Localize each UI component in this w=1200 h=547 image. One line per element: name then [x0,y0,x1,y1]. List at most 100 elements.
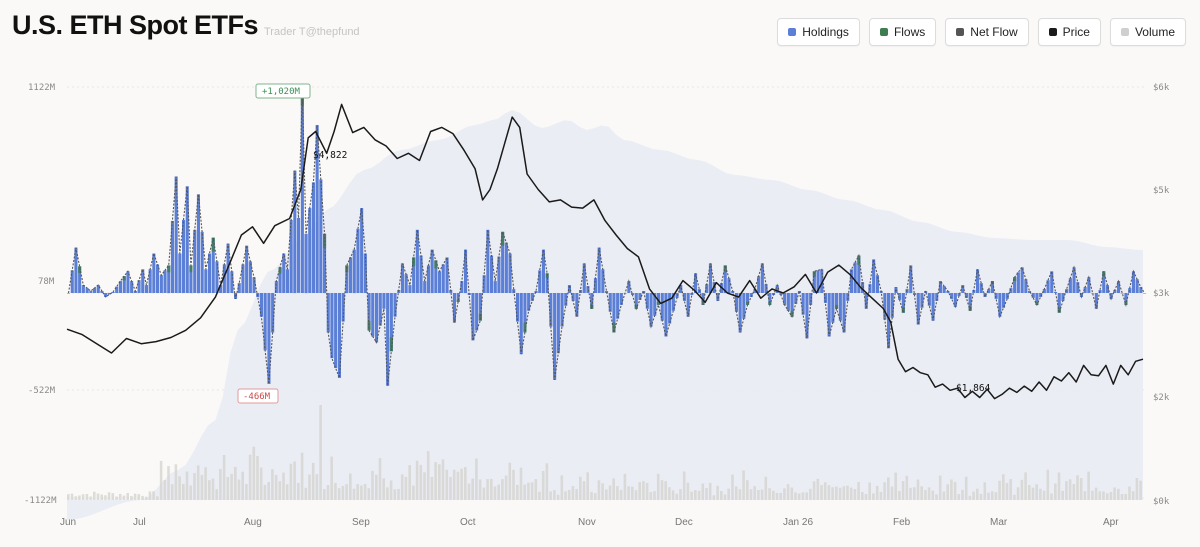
flow-bar [541,249,545,294]
y-right-tick-label: $3k [1153,289,1170,299]
flow-bar [801,293,805,315]
volume-bar [953,481,957,500]
flow-bar [864,293,868,309]
volume-bar [196,465,200,500]
legend-label: Net Flow [970,25,1018,39]
legend-label: Flows [893,25,926,39]
volume-bar [144,496,148,500]
flow-bar [616,293,620,319]
flow-bar [1105,285,1109,293]
volume-bar [849,487,853,500]
volume-bar [1035,484,1038,500]
volume-bar [289,463,293,500]
flow-bar [753,289,757,294]
flow-bar [486,229,490,293]
volume-bar [835,486,838,500]
volume-bar [311,462,315,500]
volume-bar [590,491,593,500]
volume-bar [378,458,382,500]
flow-bar [809,293,813,305]
volume-bar [133,493,137,500]
flow-bar [323,233,327,294]
flow-bar [352,249,356,294]
flow-segment [612,322,616,333]
legend-holdings-button[interactable]: Holdings [777,18,860,46]
volume-bar [942,491,946,500]
flow-bar [1135,279,1139,293]
volume-bar [790,487,794,500]
flow-bar [1016,272,1020,293]
volume-bar [720,491,723,500]
flow-bar [241,264,245,293]
volume-bar [753,486,756,500]
price-path [66,103,1144,400]
flow-bar [137,280,141,293]
volume-bar [1083,491,1087,500]
volume-bar [1039,488,1042,500]
flow-bar [438,271,442,293]
flow-segment [901,307,905,313]
flow-bar [567,285,571,293]
volume-bar [274,474,278,500]
flow-bar [883,293,887,320]
volume-bar [341,486,345,500]
volume-bar [441,459,445,500]
flow-bar [274,281,278,293]
volume-bar [386,487,389,500]
flow-bar [1031,293,1035,298]
flow-bar [1024,279,1028,293]
flow-bar [311,182,315,293]
flow-bar [70,270,74,293]
legend-netflow-button[interactable]: Net Flow [945,18,1029,46]
flow-bar [208,253,212,293]
flow-bar [1143,293,1147,294]
volume-bar [579,476,582,500]
volume-bar [571,486,575,500]
flow-bar [464,249,468,294]
flow-bar [682,293,686,301]
flow-segment [523,322,527,333]
volume-bar [237,479,241,500]
volume-bar [786,484,790,500]
volume-bar [185,471,189,500]
flow-bar [471,293,475,341]
volume-bar [582,481,586,500]
flow-bar [1020,267,1024,293]
flow-bar [927,293,931,306]
volume-bar [404,476,408,500]
volume-bar [241,471,244,500]
volume-bar [115,496,118,500]
flow-bar [1054,292,1058,293]
legend-volume-button[interactable]: Volume [1109,18,1186,46]
flow-bar [890,293,894,318]
flow-bar [1102,271,1106,293]
flow-bar [976,269,980,293]
flow-segment [857,255,861,265]
flow-bar [716,293,720,301]
volume-bar [375,474,378,500]
flow-bar [126,271,130,293]
legend-price-button[interactable]: Price [1037,18,1101,46]
volume-bar [764,476,768,500]
flow-bar [111,292,115,293]
flow-bar [838,293,842,321]
legend-flows-button[interactable]: Flows [868,18,937,46]
flow-bar [130,281,134,293]
volume-bar [367,488,371,500]
flow-bar [786,293,790,311]
volume-bar [126,493,129,500]
x-tick-label: Jun [60,517,76,528]
flow-bar [156,264,160,293]
volume-bar [1002,474,1005,500]
flow-bar [964,293,968,298]
volume-bar [1098,491,1102,500]
volume-bar [497,484,500,500]
legend-label: Volume [1134,25,1175,39]
flow-bar [215,261,219,293]
volume-bar [159,460,163,500]
flow-bar [508,253,512,293]
flow-bar [994,293,998,299]
volume-bar [523,484,526,500]
flow-bar [237,283,241,293]
